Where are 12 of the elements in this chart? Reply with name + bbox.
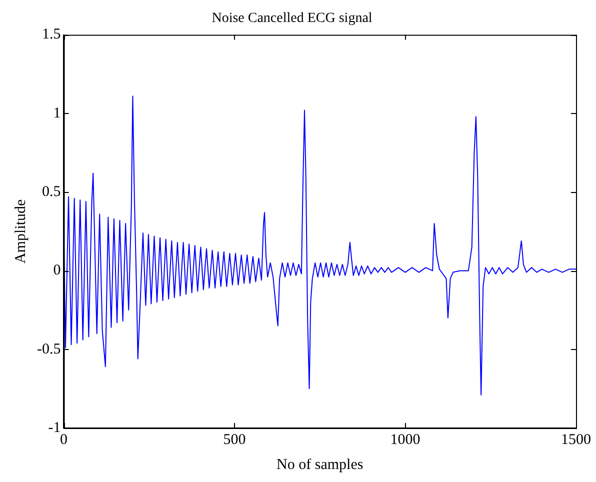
y-tick-label: 1 — [53, 105, 61, 122]
x-tick-label: 1000 — [390, 432, 420, 448]
x-axis-title: No of samples — [276, 456, 364, 473]
y-tick-label: 0 — [53, 262, 61, 279]
y-tick-label: -0.5 — [36, 341, 61, 358]
y-axis-title: Amplitude — [12, 198, 29, 264]
y-tick-label: 0.5 — [42, 184, 61, 200]
y-tick-label: 1.5 — [42, 26, 61, 43]
y-tick-label: -1 — [48, 420, 61, 436]
chart-title: Noise Cancelled ECG signal — [212, 11, 372, 26]
x-tick-label: 500 — [223, 432, 246, 448]
x-tick-label: 1500 — [561, 432, 591, 448]
